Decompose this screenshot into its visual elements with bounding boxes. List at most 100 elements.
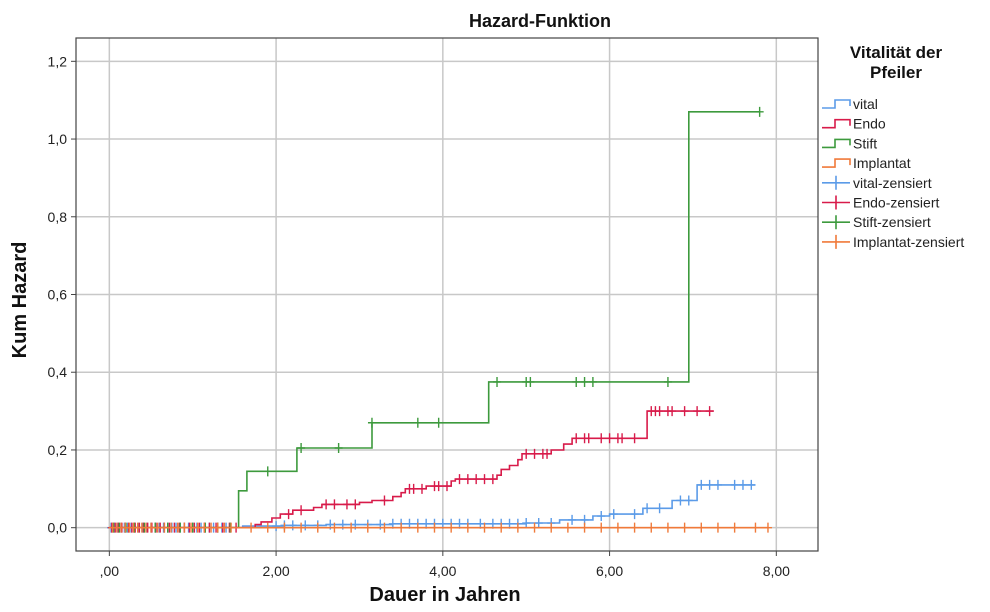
censored-mark-implantat xyxy=(313,522,322,533)
censored-mark-endo xyxy=(572,433,581,444)
censored-mark-stift xyxy=(572,376,581,387)
censored-mark-implantat xyxy=(513,522,522,533)
censored-mark-implantat xyxy=(147,522,156,533)
series-line-stift xyxy=(109,111,760,529)
censored-mark-vital xyxy=(643,503,652,514)
x-tick-label: 8,00 xyxy=(763,563,790,579)
censored-mark-implantat xyxy=(413,522,422,533)
legend-label-vital-zensiert: vital-zensiert xyxy=(853,175,932,191)
censored-mark-implantat xyxy=(530,522,539,533)
censored-mark-endo xyxy=(680,406,689,417)
x-tick-label: 4,00 xyxy=(429,563,456,579)
censored-mark-implantat xyxy=(213,522,222,533)
censored-mark-vital xyxy=(738,479,747,490)
censored-mark-endo xyxy=(417,483,426,494)
censored-mark-vital xyxy=(272,521,281,532)
legend-swatch-stift xyxy=(822,138,851,149)
censored-mark-implantat xyxy=(280,522,289,533)
censored-mark-vital xyxy=(301,520,310,531)
censored-mark-implantat xyxy=(220,522,229,533)
chart-title: Hazard-Funktion xyxy=(469,11,611,31)
x-tick-label: ,00 xyxy=(100,563,120,579)
censored-mark-endo xyxy=(530,448,539,459)
censored-mark-stift xyxy=(580,376,589,387)
censored-mark-endo xyxy=(409,483,418,494)
legend-swatch-endo xyxy=(822,118,851,129)
censored-mark-implantat xyxy=(613,522,622,533)
censored-mark-endo xyxy=(705,406,714,417)
series-implantat xyxy=(108,522,772,533)
censored-mark-endo xyxy=(630,433,639,444)
censored-mark-implantat xyxy=(173,522,182,533)
censored-mark-stift xyxy=(263,466,272,477)
censored-mark-implantat xyxy=(247,522,256,533)
censored-mark-endo xyxy=(342,499,351,510)
y-axis-label: Kum Hazard xyxy=(9,242,31,359)
legend-swatch-endo-zensiert xyxy=(822,195,850,210)
censored-mark-implantat xyxy=(330,522,339,533)
legend-swatch-implantat-zensiert xyxy=(822,234,850,249)
censored-mark-endo xyxy=(330,499,339,510)
censored-mark-vital xyxy=(684,495,693,506)
legend-swatch-vital xyxy=(822,99,851,109)
censored-mark-implantat xyxy=(207,522,216,533)
censored-mark-endo xyxy=(297,505,306,516)
series-stift xyxy=(109,106,764,533)
censored-mark-implantat xyxy=(730,522,739,533)
censored-mark-implantat xyxy=(751,522,760,533)
censored-mark-stift xyxy=(526,376,535,387)
censored-mark-stift xyxy=(588,376,597,387)
censored-mark-implantat xyxy=(713,522,722,533)
censored-mark-endo xyxy=(480,474,489,485)
censored-mark-endo xyxy=(543,448,552,459)
censored-mark-vital xyxy=(730,479,739,490)
x-axis-ticks: ,00 2,00 4,00 6,00 8,00 xyxy=(100,551,790,579)
censored-mark-implantat xyxy=(227,522,236,533)
series-line-endo xyxy=(109,410,714,529)
censored-mark-implantat xyxy=(187,522,196,533)
censored-mark-endo xyxy=(597,433,606,444)
x-axis-label: Dauer in Jahren xyxy=(369,584,520,606)
censored-mark-implantat xyxy=(180,522,189,533)
censored-mark-implantat xyxy=(647,522,656,533)
y-tick-label: 0,4 xyxy=(48,364,68,380)
censored-mark-endo xyxy=(351,499,360,510)
legend-label-implantat-zensiert: Implantat-zensiert xyxy=(853,234,964,250)
legend-swatch-vital-zensiert xyxy=(822,175,850,190)
censored-mark-implantat xyxy=(563,522,572,533)
censored-mark-vital xyxy=(522,518,531,529)
censored-mark-implantat xyxy=(153,522,162,533)
series-layer xyxy=(107,106,772,533)
censored-mark-endo xyxy=(380,495,389,506)
censored-mark-implantat xyxy=(697,522,706,533)
censored-mark-stift xyxy=(663,376,672,387)
legend-label-stift: Stift xyxy=(853,135,877,151)
censored-mark-vital xyxy=(288,520,297,531)
y-tick-label: 0,2 xyxy=(48,442,68,458)
censored-mark-implantat xyxy=(547,522,556,533)
censored-mark-endo xyxy=(693,406,702,417)
censored-mark-vital xyxy=(713,479,722,490)
censored-mark-implantat xyxy=(663,522,672,533)
legend-items: vital Endo Stift Implantat vital-zensiert End… xyxy=(822,96,964,250)
censored-mark-endo xyxy=(488,474,497,485)
censored-mark-stift xyxy=(434,417,443,428)
censored-mark-implantat xyxy=(380,522,389,533)
legend-title-line2: Pfeiler xyxy=(870,63,922,82)
censored-mark-vital xyxy=(609,509,618,520)
legend-title-line1: Vitalität der xyxy=(850,43,943,62)
censored-mark-endo xyxy=(618,433,627,444)
censored-mark-implantat xyxy=(463,522,472,533)
censored-mark-implantat xyxy=(193,522,202,533)
series-line-vital xyxy=(109,484,756,529)
censored-mark-implantat xyxy=(597,522,606,533)
censored-mark-implantat xyxy=(263,522,272,533)
censored-mark-stift xyxy=(334,443,343,454)
censored-mark-implantat xyxy=(397,522,406,533)
censored-mark-endo xyxy=(655,406,664,417)
censored-mark-endo xyxy=(443,481,451,492)
censored-mark-vital xyxy=(534,518,543,529)
censored-mark-implantat xyxy=(363,522,372,533)
censored-mark-implantat xyxy=(497,522,506,533)
